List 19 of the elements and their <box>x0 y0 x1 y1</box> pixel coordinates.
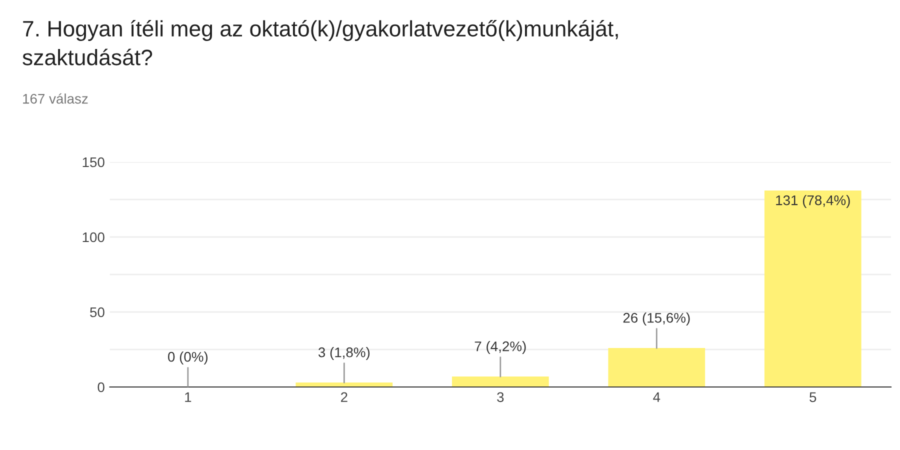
chart-subtitle: 167 válasz <box>23 93 88 104</box>
x-tick-label: 1 <box>185 392 192 402</box>
x-tick-label: 4 <box>653 392 660 402</box>
x-tick-label: 2 <box>340 392 348 402</box>
bar <box>452 376 549 387</box>
x-tick-label: 3 <box>497 392 504 402</box>
y-tick-label: 100 <box>82 232 104 242</box>
bar <box>608 348 706 387</box>
x-tick-label: 5 <box>810 392 816 402</box>
y-tick-label: 150 <box>82 157 104 168</box>
data-label: 131 (78,4%) <box>776 195 850 208</box>
data-label: 26 (15,6%) <box>623 312 690 326</box>
data-label: 3 (1,8%) <box>318 347 370 360</box>
y-tick-label: 0 <box>98 382 104 392</box>
bar <box>764 190 862 387</box>
y-tick-label: 50 <box>90 307 104 318</box>
data-label: 7 (4,2%) <box>474 341 526 354</box>
data-label: 0 (0%) <box>168 352 208 364</box>
chart-title: 7. Hogyan ítéli meg az oktató(k)/gyakorlatvezető(k)munkáját, szaktudását? <box>22 20 618 66</box>
